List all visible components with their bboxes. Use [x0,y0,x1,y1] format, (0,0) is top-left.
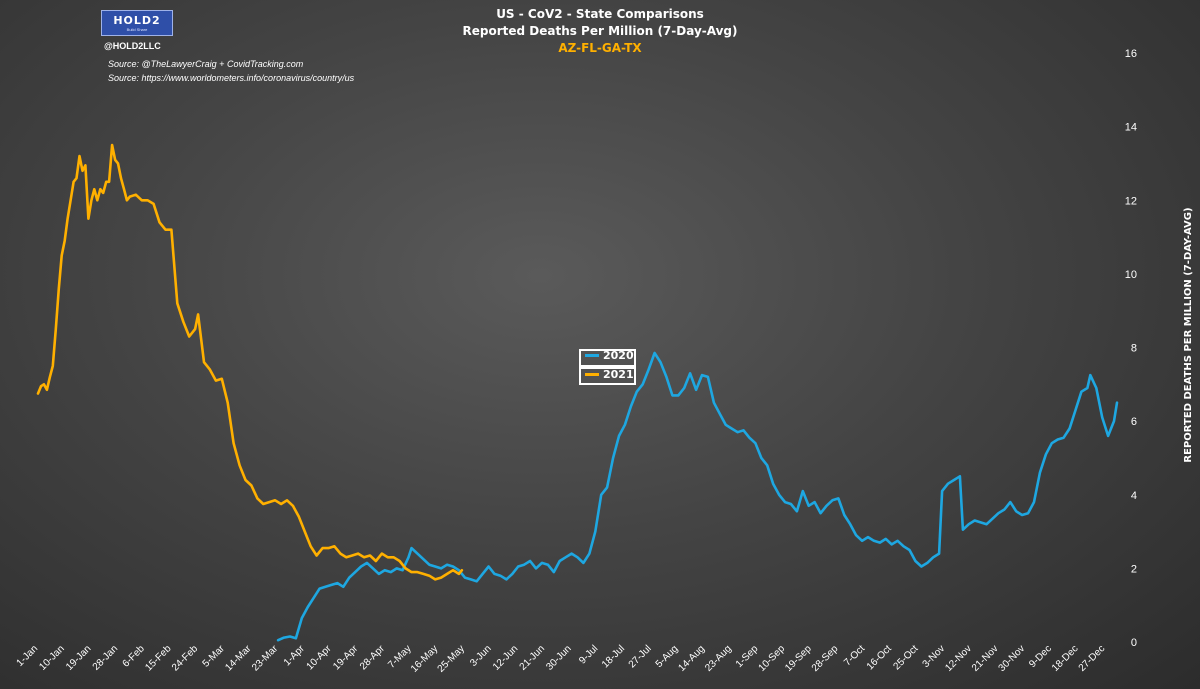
x-tick-label: 10-Jan [37,643,66,672]
chart-legend-row-2: 2021 [579,367,636,385]
x-tick-label: 19-Sep [783,643,814,674]
x-tick-label: 12-Nov [943,643,974,674]
y-tick-label: 16 [1125,48,1137,60]
y-tick-labels: 0 2 4 6 8 10 12 14 16 [1125,48,1137,649]
chart-title: US - CoV2 - State Comparisons [496,7,704,21]
x-tick-label: 23-Aug [703,643,734,674]
x-tick-label: 16-Oct [865,643,894,672]
legend-swatch-2020 [585,354,599,357]
x-tick-label: 15-Feb [143,643,173,673]
chart-subtitle: AZ-FL-GA-TX [558,41,642,55]
x-tick-label: 27-Jul [627,643,654,670]
x-tick-label: 18-Jul [600,643,627,670]
chart-title-line-2: Reported Deaths Per Million (7-Day-Avg) [462,24,738,38]
source-line-2: Source: https://www.worldometers.info/co… [108,73,355,83]
twitter-handle: @HOLD2LLC [104,41,161,51]
x-tick-label: 19-Jan [64,643,93,672]
legend-item-2021: 2021 [585,368,634,381]
y-tick-label: 0 [1131,637,1137,649]
x-tick-label: 21-Jun [518,643,547,672]
x-tick-label: 16-May [409,643,440,674]
chart-legend: 2020 [579,349,636,367]
y-tick-label: 2 [1131,563,1137,575]
y-tick-label: 6 [1131,416,1137,428]
x-tick-label: 21-Nov [970,643,1001,674]
y-tick-label: 14 [1125,122,1137,134]
x-tick-label: 25-Oct [892,643,921,672]
legend-swatch-2021 [585,373,599,376]
x-tick-label: 14-Mar [223,643,254,674]
legend-item-2020: 2020 [585,349,634,362]
series-lines [36,143,1119,642]
x-tick-label: 10-Apr [305,643,334,672]
source-line-1: Source: @TheLawyerCraig + CovidTracking.… [108,59,304,69]
x-tick-label: 27-Dec [1077,643,1108,674]
hold2-logo: HOLD2 Build Share [101,10,173,36]
y-axis-label: REPORTED DEATHS PER MILLION (7-DAY-AVG) [1183,207,1194,462]
x-tick-label: 30-Jun [544,643,573,672]
x-tick-label: 10-Sep [757,643,788,674]
series-line-2021 [36,143,464,581]
y-tick-label: 12 [1125,195,1137,207]
x-tick-label: 30-Nov [997,643,1028,674]
legend-label-2021: 2021 [603,368,634,381]
x-tick-label: 23-Mar [250,643,281,674]
series-line-2020 [276,351,1119,642]
chart-title-block: US - CoV2 - State Comparisons Reported D… [400,6,800,57]
x-tick-label: 28-Apr [358,643,387,672]
legend-label-2020: 2020 [603,349,634,362]
y-tick-label: 4 [1131,490,1137,502]
x-tick-label: 28-Sep [810,643,841,674]
x-tick-label: 14-Aug [677,643,708,674]
y-tick-label: 8 [1131,343,1137,355]
logo-text: HOLD2 [113,13,161,27]
x-tick-label: 9-Jul [577,643,600,666]
x-tick-label: 12-Jun [491,643,520,672]
x-tick-label: 28-Jan [91,643,120,672]
x-tick-label: 25-May [436,643,467,674]
y-tick-label: 10 [1125,269,1137,281]
x-tick-label: 18-Dec [1050,643,1081,674]
logo-tagline: Build Share [126,26,148,32]
x-tick-label: 24-Feb [170,643,200,673]
x-tick-label: 19-Apr [331,643,360,672]
